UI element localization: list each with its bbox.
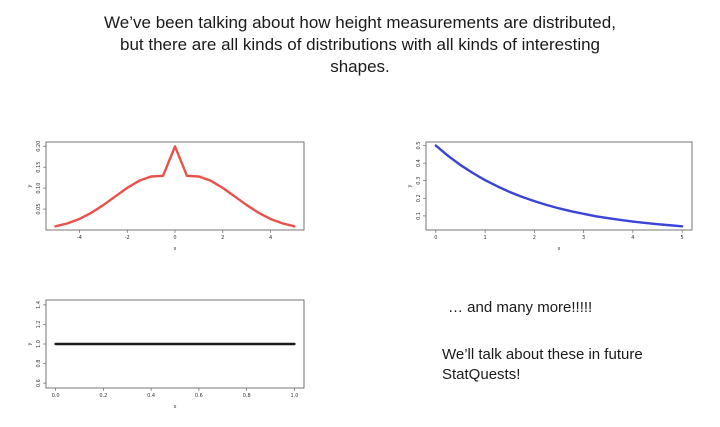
- x-tick-label: 0.4: [147, 393, 155, 399]
- y-tick-label: 1.0: [36, 340, 42, 348]
- heading-line-3: shapes.: [330, 57, 390, 76]
- y-tick-label: 0.5: [416, 142, 422, 150]
- x-tick-label: 3: [582, 235, 585, 241]
- normal-distribution-chart: -4 -2 0 2 4 0.05 0.10 0.15 0.20 x y: [27, 141, 305, 252]
- x-tick-label: 5: [681, 235, 684, 241]
- x-tick-label: -2: [125, 235, 130, 241]
- x-axis-label: x: [558, 246, 561, 252]
- x-tick-label: 1: [484, 235, 487, 241]
- x-tick-label: 0: [173, 235, 176, 241]
- many-more-text: … and many more!!!!!: [448, 299, 593, 316]
- y-axis-label: y: [407, 184, 413, 187]
- future-line-2: StatQuests!: [442, 366, 521, 383]
- y-axis-label: y: [27, 184, 33, 187]
- y-tick-label: 0.8: [36, 360, 42, 368]
- x-tick-label: 2: [533, 235, 536, 241]
- y-tick-label: 0.15: [36, 162, 42, 173]
- x-tick-label: 0.0: [52, 393, 60, 399]
- future-line-1: We’ll talk about these in future: [442, 346, 643, 363]
- x-axis-label: x: [174, 246, 177, 252]
- y-tick-label: 0.10: [36, 183, 42, 194]
- y-tick-label: 1.4: [36, 301, 42, 309]
- future-statquests-text: We’ll talk about these in future StatQue…: [442, 345, 643, 385]
- y-tick-label: 0.20: [36, 141, 42, 152]
- exponential-distribution-chart: 0 1 2 3 4 5 0.1 0.2 0.3 0.4 0.5 x y: [407, 141, 693, 252]
- slide-heading: We’ve been talking about how height meas…: [60, 12, 660, 78]
- x-axis-label: x: [174, 404, 177, 410]
- y-tick-label: 0.3: [416, 177, 422, 185]
- x-tick-label: 0: [434, 235, 437, 241]
- x-tick-label: -4: [77, 235, 82, 241]
- x-tick-label: 0.2: [99, 393, 107, 399]
- y-tick-label: 0.6: [36, 379, 42, 387]
- x-tick-label: 0.6: [195, 393, 203, 399]
- x-tick-label: 4: [269, 235, 272, 241]
- x-tick-label: 1.0: [290, 393, 298, 399]
- y-tick-label: 0.2: [416, 194, 422, 202]
- uniform-distribution-chart: 0.0 0.2 0.4 0.6 0.8 1.0 0.6 0.8 1.0 1.2 1.4 x y: [27, 299, 305, 410]
- x-tick-label: 4: [631, 235, 634, 241]
- y-tick-label: 0.4: [416, 159, 422, 167]
- x-tick-label: 0.8: [243, 393, 251, 399]
- series-line: [434, 144, 684, 228]
- y-axis-label: y: [27, 342, 33, 345]
- series-line: [54, 145, 296, 228]
- heading-line-1: We’ve been talking about how height meas…: [104, 13, 616, 32]
- heading-line-2: but there are all kinds of distributions…: [119, 35, 601, 54]
- plot-frame: [425, 141, 693, 231]
- x-tick-label: 2: [221, 235, 224, 241]
- y-tick-label: 1.2: [36, 320, 42, 328]
- y-tick-label: 0.1: [416, 212, 422, 220]
- y-tick-label: 0.05: [36, 203, 42, 214]
